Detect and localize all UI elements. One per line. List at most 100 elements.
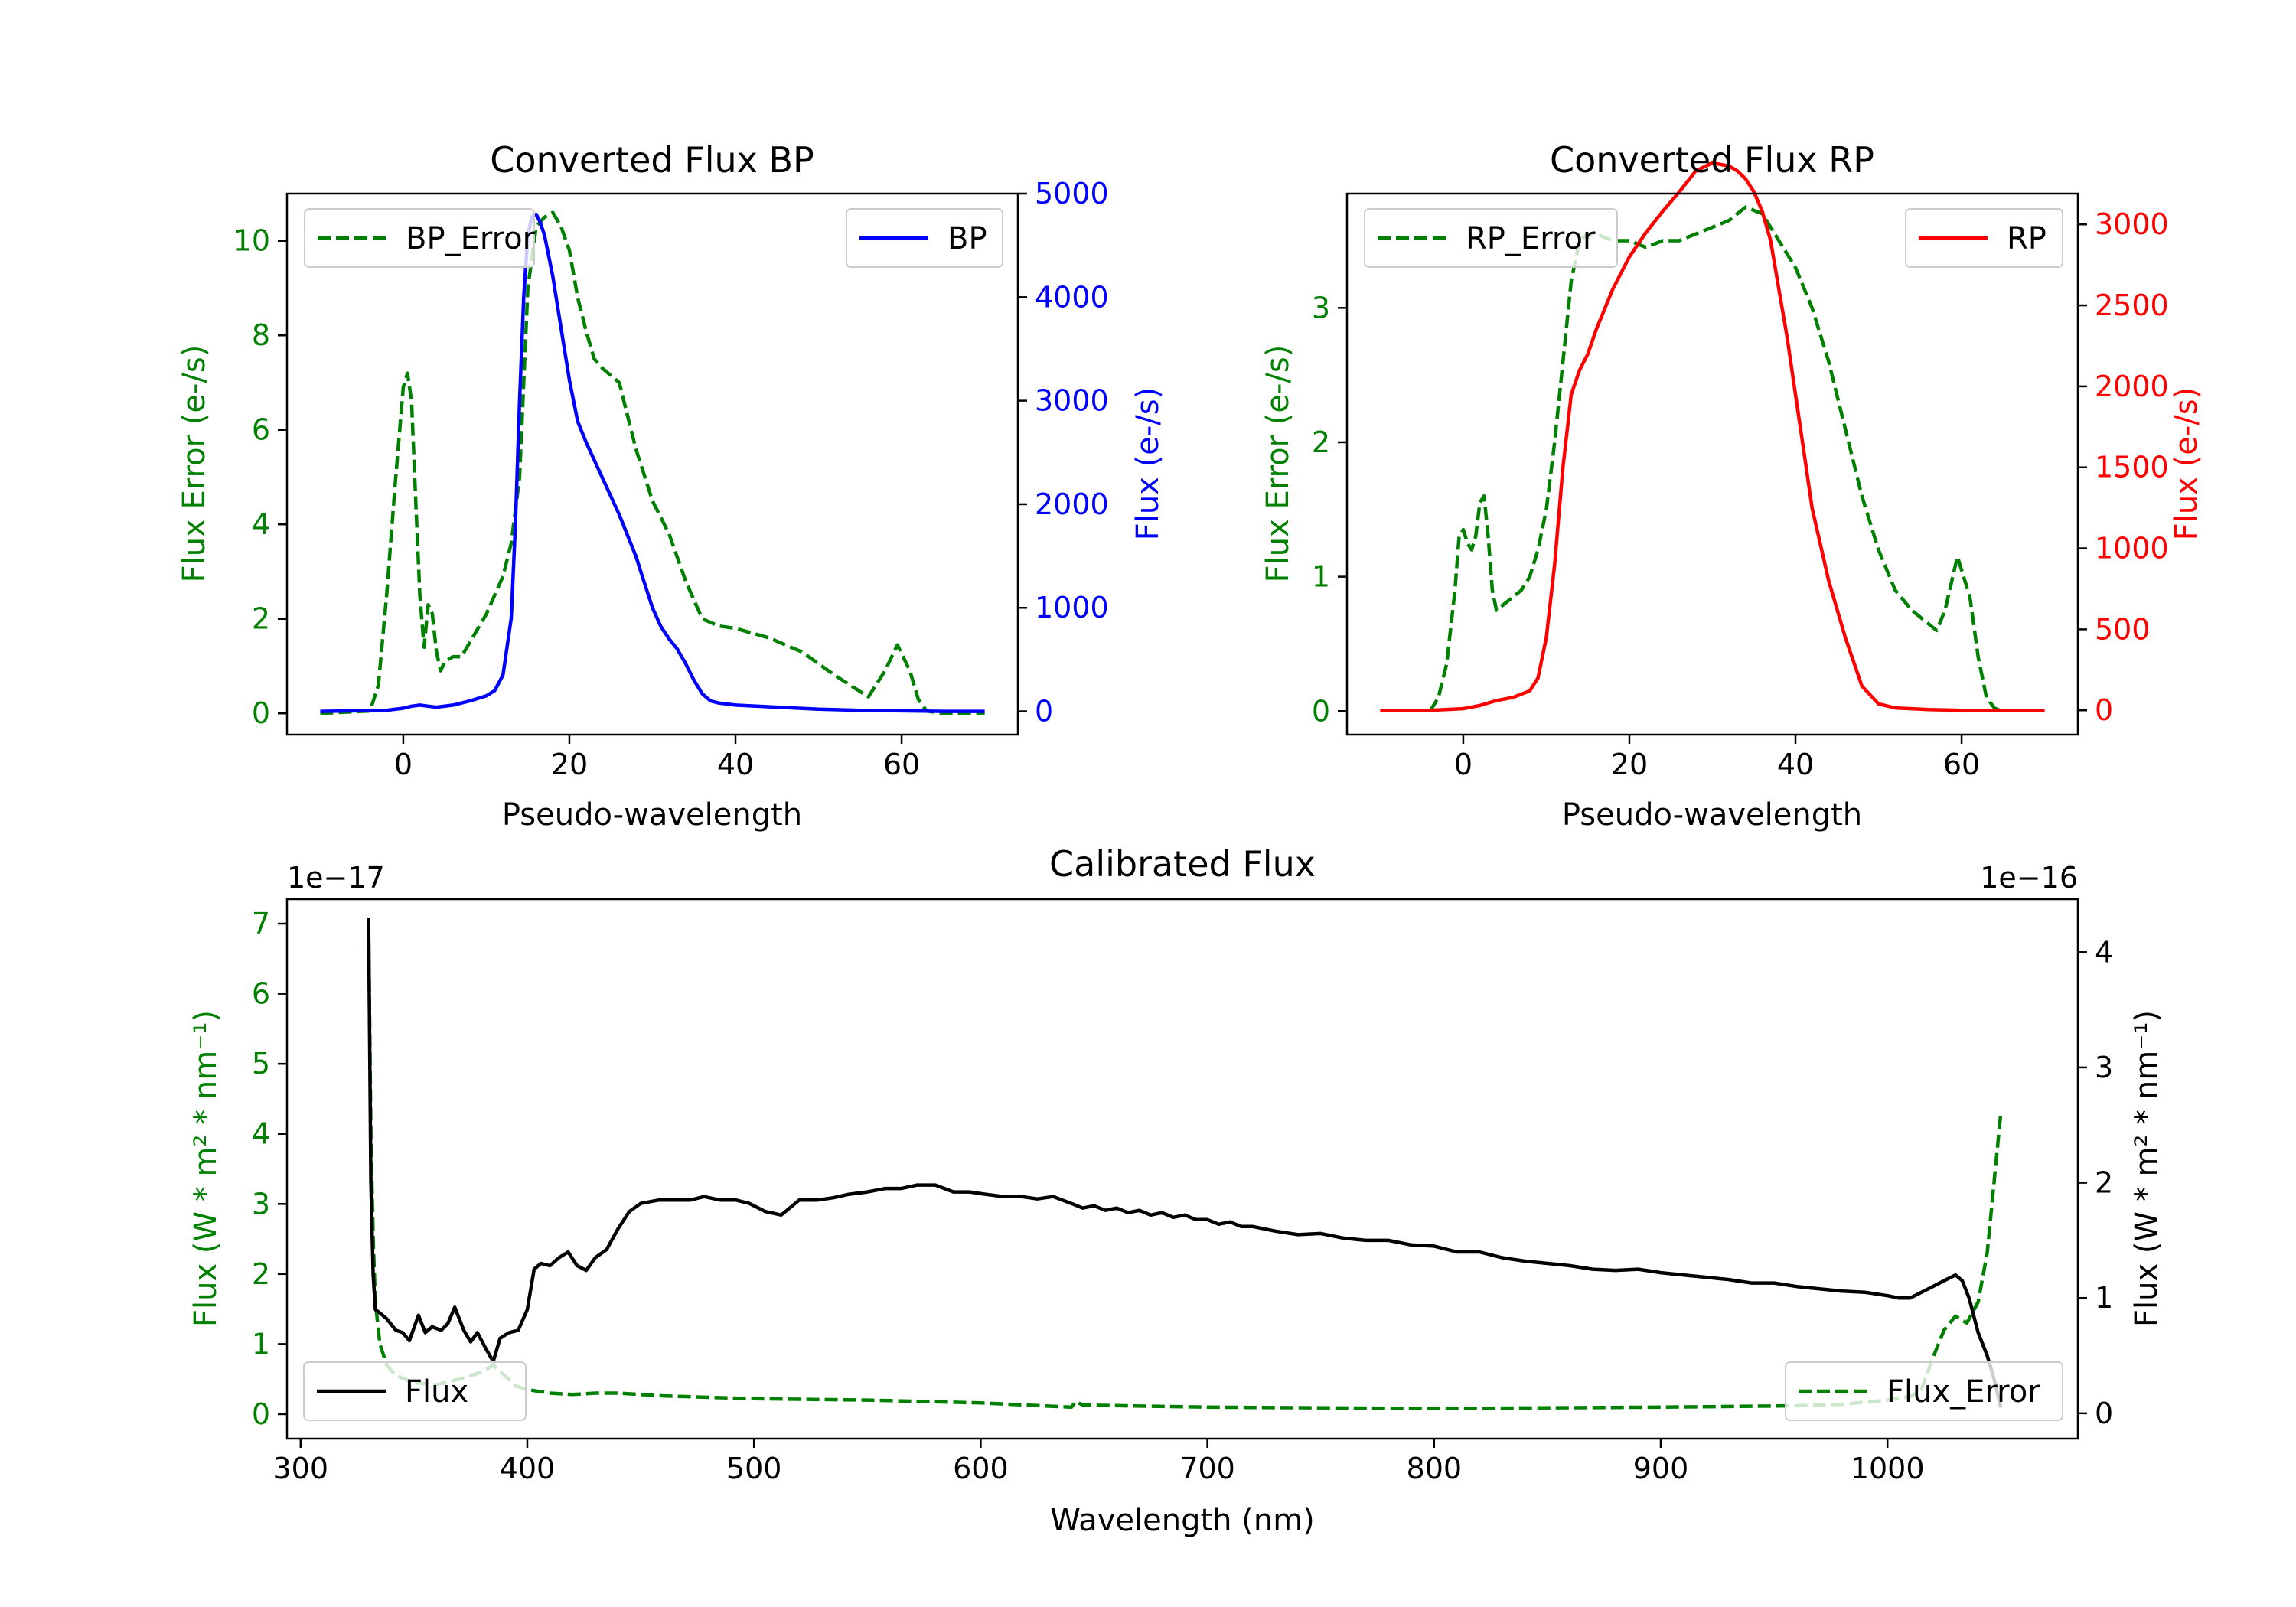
rp-x-label: Pseudo-wavelength bbox=[1562, 797, 1862, 833]
bp-x-tick-label: 40 bbox=[717, 748, 754, 781]
cal-legend-flux: Flux bbox=[303, 1361, 527, 1421]
rp-title: Converted Flux RP bbox=[1550, 139, 1874, 181]
cal-x-tick-label: 700 bbox=[1179, 1452, 1235, 1485]
bp-legend-error-label: BP_Error bbox=[406, 221, 536, 256]
bp-right-tick-label: 2000 bbox=[1035, 487, 1109, 521]
rp-right-tick-label: 3000 bbox=[2095, 207, 2169, 241]
bp-left-tick-label: 0 bbox=[252, 696, 270, 730]
panel-bp: 0 20 40 60 0 2 4 6 8 10 0 1000 2000 3000 4000 5000 Co… bbox=[177, 139, 1166, 833]
cal-left-ticks: 0 1 2 3 4 5 6 7 bbox=[252, 907, 287, 1431]
bp-right-axis-label: Flux (e-/s) bbox=[1130, 387, 1166, 540]
rp-x-tick-label: 40 bbox=[1777, 748, 1814, 781]
rp-left-tick-label: 2 bbox=[1312, 425, 1330, 459]
rp-legend-flux: RP bbox=[1905, 208, 2063, 268]
rp-right-axis-label: Flux (e-/s) bbox=[2169, 387, 2204, 540]
cal-left-tick-label: 7 bbox=[252, 907, 270, 940]
cal-right-tick-label: 1 bbox=[2095, 1281, 2113, 1315]
cal-left-tick-label: 6 bbox=[252, 977, 270, 1011]
rp-left-tick-label: 1 bbox=[1312, 560, 1330, 594]
panel-rp: 0 20 40 60 0 1 2 3 0 500 1000 1500 2000 2500 3000 Co… bbox=[1261, 139, 2204, 833]
cal-right-tick-label: 0 bbox=[2095, 1397, 2113, 1430]
cal-plot-frame bbox=[285, 898, 2079, 1440]
panel-calibrated: 300 400 500 600 700 800 900 1000 0 1 2 3 4 5 6 7 0 1 2 3 4… bbox=[188, 843, 2164, 1538]
rp-right-tick-label: 2000 bbox=[2095, 370, 2169, 403]
bp-left-tick-label: 10 bbox=[233, 224, 270, 258]
cal-right-tick-label: 4 bbox=[2095, 935, 2113, 969]
rp-right-ticks: 0 500 1000 1500 2000 2500 3000 bbox=[2078, 207, 2169, 727]
cal-left-tick-label: 0 bbox=[252, 1397, 270, 1431]
bp-legend-flux-label: BP bbox=[947, 221, 987, 256]
bp-right-tick-label: 1000 bbox=[1035, 591, 1109, 624]
cal-x-tick-label: 800 bbox=[1407, 1452, 1463, 1485]
cal-legend-error-label: Flux_Error bbox=[1887, 1374, 2040, 1410]
cal-legend-flux-label: Flux bbox=[405, 1374, 468, 1410]
cal-x-tick-label: 900 bbox=[1633, 1452, 1689, 1485]
bp-legend-error: BP_Error bbox=[304, 208, 536, 268]
cal-series-flux bbox=[367, 918, 2003, 1408]
bp-right-tick-label: 5000 bbox=[1035, 177, 1109, 210]
rp-x-tick-label: 20 bbox=[1611, 748, 1648, 781]
rp-lines bbox=[1380, 161, 2045, 713]
rp-left-ticks: 0 1 2 3 bbox=[1312, 291, 1347, 728]
cal-legend-error-box bbox=[1785, 1361, 2063, 1421]
cal-right-ticks: 0 1 2 3 4 bbox=[2078, 935, 2113, 1430]
bp-title: Converted Flux BP bbox=[490, 139, 814, 181]
rp-series-rp-error bbox=[1428, 205, 2004, 713]
cal-left-tick-label: 1 bbox=[252, 1327, 270, 1361]
cal-legend-error: Flux_Error bbox=[1785, 1361, 2063, 1421]
cal-x-label: Wavelength (nm) bbox=[1050, 1503, 1315, 1538]
rp-right-tick-label: 1000 bbox=[2095, 532, 2169, 566]
cal-x-tick-label: 300 bbox=[273, 1452, 329, 1485]
rp-right-tick-label: 2500 bbox=[2095, 288, 2169, 322]
cal-x-tick-label: 600 bbox=[953, 1452, 1009, 1485]
cal-title: Calibrated Flux bbox=[1049, 843, 1316, 885]
rp-left-axis-label: Flux Error (e-/s) bbox=[1261, 345, 1296, 583]
rp-legend-error-box bbox=[1364, 208, 1618, 268]
cal-x-ticks: 300 400 500 600 700 800 900 1000 bbox=[273, 1439, 1925, 1485]
bp-left-ticks: 0 2 4 6 8 10 bbox=[233, 224, 287, 730]
rp-plot-frame bbox=[1345, 192, 2079, 736]
cal-x-tick-label: 1000 bbox=[1851, 1452, 1925, 1485]
cal-right-offset: 1e−16 bbox=[1980, 861, 2078, 895]
rp-right-tick-label: 1500 bbox=[2095, 451, 2169, 484]
cal-left-axis-label: Flux (W * m² * nm⁻¹) bbox=[188, 1010, 223, 1327]
cal-left-tick-label: 3 bbox=[252, 1187, 270, 1221]
rp-right-tick-label: 500 bbox=[2095, 612, 2151, 646]
cal-right-tick-label: 2 bbox=[2095, 1166, 2113, 1200]
rp-right-tick-label: 0 bbox=[2095, 693, 2113, 727]
bp-right-tick-label: 0 bbox=[1035, 695, 1053, 729]
bp-lines bbox=[320, 210, 985, 715]
rp-left-tick-label: 3 bbox=[1312, 291, 1330, 324]
bp-right-tick-label: 3000 bbox=[1035, 384, 1109, 418]
cal-left-tick-label: 2 bbox=[252, 1257, 270, 1291]
rp-x-ticks: 0 20 40 60 bbox=[1454, 735, 1980, 781]
bp-plot-frame bbox=[285, 192, 1019, 736]
bp-left-tick-label: 8 bbox=[252, 318, 270, 352]
bp-right-tick-label: 4000 bbox=[1035, 280, 1109, 314]
bp-x-tick-label: 0 bbox=[394, 748, 413, 781]
rp-left-tick-label: 0 bbox=[1312, 694, 1330, 728]
cal-legend-flux-box bbox=[303, 1361, 527, 1421]
rp-x-tick-label: 0 bbox=[1454, 748, 1473, 781]
bp-legend-flux: BP bbox=[846, 208, 1003, 268]
cal-lines bbox=[367, 918, 2003, 1410]
rp-legend-error: RP_Error bbox=[1364, 208, 1618, 268]
bp-x-tick-label: 20 bbox=[551, 748, 588, 781]
bp-x-ticks: 0 20 40 60 bbox=[394, 735, 920, 781]
bp-series-bp bbox=[320, 212, 985, 713]
bp-left-tick-label: 2 bbox=[252, 602, 270, 636]
rp-series-rp bbox=[1380, 161, 2045, 712]
cal-left-tick-label: 5 bbox=[252, 1047, 270, 1081]
cal-right-axis-label: Flux (W * m² * nm⁻¹) bbox=[2129, 1010, 2164, 1327]
bp-right-ticks: 0 1000 2000 3000 4000 5000 bbox=[1018, 177, 1109, 729]
bp-left-tick-label: 6 bbox=[252, 413, 270, 447]
bp-x-label: Pseudo-wavelength bbox=[502, 797, 802, 833]
rp-legend-error-label: RP_Error bbox=[1466, 221, 1596, 256]
bp-legend-error-box bbox=[304, 208, 535, 268]
rp-x-tick-label: 60 bbox=[1943, 748, 1980, 781]
cal-series-flux-error bbox=[367, 923, 2003, 1410]
cal-x-tick-label: 400 bbox=[500, 1452, 556, 1485]
cal-right-tick-label: 3 bbox=[2095, 1051, 2113, 1084]
cal-left-offset: 1e−17 bbox=[287, 861, 385, 895]
